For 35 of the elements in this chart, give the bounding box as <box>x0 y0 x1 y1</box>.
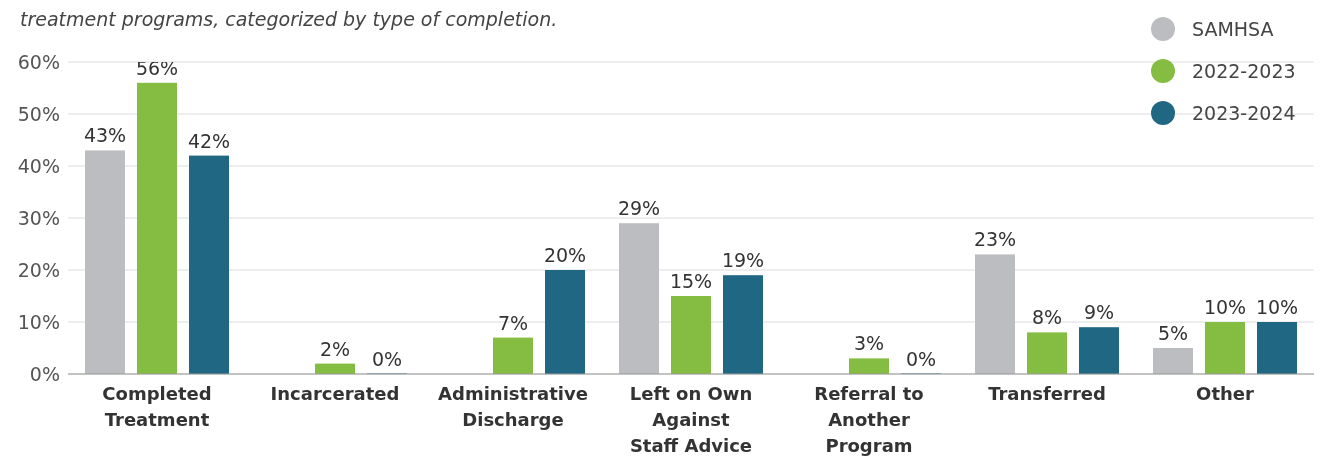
x-tick-label: Completed Treatment <box>102 383 212 430</box>
data-label: 29% <box>617 197 661 220</box>
data-label: 10% <box>1255 296 1299 318</box>
y-tick-label: 10% <box>17 310 60 333</box>
chart-subtitle: treatment programs, categorized by type of completion. <box>20 8 558 30</box>
legend-label: SAMHSA <box>1192 18 1274 40</box>
legend-label: 2022-2023 <box>1192 60 1296 82</box>
y-tick-label: 0% <box>29 362 60 385</box>
data-label: 42% <box>187 129 231 152</box>
data-label: 20% <box>543 244 587 266</box>
y-tick-label: 40% <box>17 154 60 177</box>
y-tick-label: 20% <box>17 258 60 281</box>
legend-label: 2023-2024 <box>1192 102 1296 124</box>
y-tick-label: 50% <box>17 102 60 125</box>
data-label: 0% <box>371 348 403 370</box>
data-label: 15% <box>669 270 713 292</box>
data-label: 2% <box>319 337 351 360</box>
x-tick-label: Left on Own Against Staff Advice <box>629 383 753 456</box>
data-label: 19% <box>721 249 765 272</box>
x-tick-label: Administrative Discharge <box>438 383 588 430</box>
data-label: 9% <box>1083 301 1115 324</box>
x-tick-label: Transferred <box>988 383 1106 404</box>
data-label: 8% <box>1031 306 1063 329</box>
data-label: 23% <box>973 228 1017 251</box>
y-tick-label: 30% <box>17 206 60 229</box>
data-label: 3% <box>853 332 885 355</box>
x-tick-label: Referral to Another Program <box>814 383 924 456</box>
data-label: 5% <box>1157 322 1189 344</box>
data-label: 0% <box>905 348 937 370</box>
x-tick-label: Other <box>1196 383 1255 404</box>
y-tick-label: 60% <box>17 50 60 73</box>
data-label: 10% <box>1203 296 1247 318</box>
data-label: 43% <box>83 124 127 147</box>
data-label: 7% <box>497 311 529 334</box>
x-tick-label: Incarcerated <box>270 383 400 404</box>
